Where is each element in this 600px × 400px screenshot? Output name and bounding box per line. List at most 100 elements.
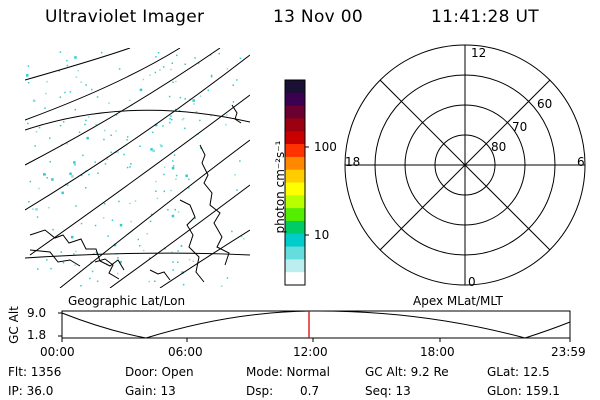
aurora-dot	[163, 190, 165, 193]
geographic-map	[25, 48, 250, 288]
aurora-dot	[188, 187, 190, 189]
orbit-x-tick-0000: 00:00	[40, 345, 75, 359]
aurora-dot	[115, 130, 117, 132]
colorbar-band	[285, 169, 305, 184]
colorbar-band	[285, 80, 305, 94]
aurora-dot	[182, 117, 185, 120]
orbit-altitude-plot	[58, 310, 571, 342]
aurora-dot	[46, 259, 48, 261]
aurora-dot	[155, 56, 157, 58]
aurora-dot	[107, 235, 109, 237]
aurora-dot	[170, 68, 172, 71]
orbit-x-tick-2359: 23:59	[551, 345, 586, 359]
aurora-dot	[75, 250, 77, 253]
aurora-dot	[184, 63, 186, 65]
colorbar-tick-10: 10	[314, 228, 330, 242]
aurora-dot	[77, 69, 80, 72]
aurora-dot	[226, 114, 228, 116]
geo-latitude: GLat: 12.5	[487, 365, 550, 379]
aurora-dot	[129, 166, 131, 168]
aurora-dot	[97, 172, 99, 174]
aurora-dot	[154, 71, 157, 74]
colorbar-band	[285, 208, 305, 222]
coastline	[29, 104, 242, 283]
polar-plot-label: Apex MLat/MLT	[413, 294, 503, 308]
aurora-dot	[198, 62, 200, 65]
aurora-dot	[74, 264, 76, 266]
aurora-dot	[69, 172, 72, 175]
aurora-dot	[32, 99, 36, 102]
aurora-dot	[66, 184, 69, 186]
aurora-dot	[66, 59, 68, 62]
aurora-dot	[129, 202, 131, 205]
aurora-dot	[232, 101, 235, 103]
flight-number: Flt: 1356	[8, 365, 62, 379]
aurora-dot	[171, 214, 175, 218]
aurora-dot	[200, 147, 202, 149]
colorbar-band	[285, 156, 305, 171]
aurora-dot	[64, 91, 66, 94]
aurora-dot	[126, 136, 129, 138]
colorbar-band	[285, 233, 305, 248]
aurora-dot	[82, 154, 84, 157]
aurora-dot	[111, 219, 114, 221]
aurora-dot	[177, 211, 180, 213]
aurora-dot	[155, 252, 157, 255]
aurora-dot	[164, 248, 166, 250]
aurora-dot	[74, 163, 76, 166]
aurora-dot	[74, 108, 76, 111]
aurora-dot	[46, 177, 48, 179]
aurora-dot	[60, 251, 62, 253]
colorbar-band	[285, 195, 305, 209]
colorbar-unit-label: photon cm⁻²s⁻¹	[273, 140, 287, 234]
aurora-dot	[104, 163, 107, 165]
aurora-dot	[146, 233, 148, 235]
aurora-dot	[44, 107, 46, 109]
aurora-dot	[199, 95, 202, 97]
aurora-dot	[159, 144, 162, 146]
aurora-dot	[126, 139, 128, 141]
mlt-label-6: 6	[577, 155, 585, 169]
orbit-x-tick-1200: 12:00	[293, 345, 328, 359]
aurora-dot	[58, 70, 60, 72]
aurora-dot	[188, 258, 191, 261]
aurora-dot	[106, 158, 109, 161]
aurora-dot	[239, 57, 242, 60]
colorbar-band	[285, 220, 305, 235]
aurora-dot	[220, 285, 223, 287]
mlt-label-0: 0	[468, 275, 476, 289]
ip-value: IP: 36.0	[8, 384, 54, 398]
aurora-dot	[43, 173, 46, 176]
aurora-dot	[61, 191, 64, 195]
orbit-y-tick-1-8: 1.8	[27, 328, 47, 342]
aurora-dot	[139, 88, 143, 92]
polar-plot	[344, 44, 586, 286]
aurora-dot	[35, 208, 38, 211]
aurora-dot	[37, 268, 39, 270]
aurora-dot	[177, 250, 179, 252]
aurora-dot	[150, 148, 153, 151]
aurora-dot	[95, 251, 98, 254]
aurora-dot	[80, 285, 82, 287]
aurora-dot	[38, 126, 41, 129]
aurora-dot	[175, 178, 177, 180]
gc-altitude: GC Alt: 9.2 Re	[365, 365, 449, 379]
aurora-dot	[52, 228, 54, 231]
aurora-dot	[35, 131, 38, 133]
aurora-dot	[172, 261, 174, 263]
aurora-dot	[91, 270, 94, 273]
aurora-dot	[96, 252, 98, 254]
aurora-dot	[174, 208, 176, 211]
aurora-dot	[155, 190, 157, 192]
aurora-dot	[108, 102, 110, 104]
aurora-dot	[130, 163, 132, 165]
aurora-dot	[184, 127, 186, 130]
aurora-dot	[59, 51, 62, 53]
aurora-dot	[118, 200, 120, 203]
aurora-dot	[80, 222, 83, 225]
aurora-dot	[126, 166, 129, 169]
aurora-dot	[174, 108, 177, 111]
colorbar-band	[285, 182, 305, 196]
aurora-dot	[46, 80, 48, 83]
aurora-dot	[232, 84, 234, 86]
